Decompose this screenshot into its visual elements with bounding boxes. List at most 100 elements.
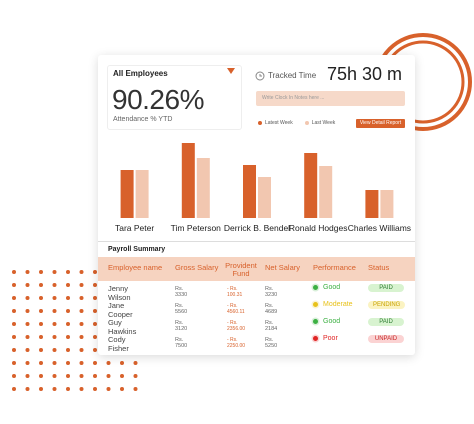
dot — [66, 283, 70, 287]
dot — [79, 361, 84, 365]
header-cell: Provident Fund — [225, 261, 257, 278]
bar-chart: Tara Peter Tim Peterson Derrick B. BendelR… — [115, 143, 411, 233]
dot — [52, 270, 57, 274]
dot — [12, 309, 16, 313]
dot — [12, 374, 16, 378]
notes-input[interactable] — [256, 91, 405, 106]
dot — [25, 309, 30, 313]
bar — [304, 153, 318, 218]
attendance-box — [107, 65, 242, 130]
employee-name: Guy Hawkins — [108, 318, 137, 336]
dot — [106, 374, 111, 378]
dot — [12, 361, 16, 365]
x-tick-label: Derrick B. Bendel — [224, 223, 290, 233]
performance: Moderate — [323, 301, 353, 308]
gross-salary: Rs. 7500 — [175, 337, 188, 349]
dot — [93, 296, 97, 300]
dot — [66, 309, 70, 313]
bar — [365, 190, 379, 218]
table-header-bg — [98, 257, 415, 281]
x-tick-label: Tim Peterson — [171, 223, 222, 233]
attendance-value: 90.26% — [112, 84, 204, 115]
dropdown-arrow[interactable] — [227, 68, 235, 74]
performance: Poor — [323, 335, 338, 342]
dot — [25, 335, 30, 339]
provident-fund: - Rs. 4560.11 — [227, 303, 245, 315]
dot — [39, 374, 43, 378]
dot — [120, 374, 124, 378]
dot — [66, 374, 70, 378]
dot — [79, 270, 84, 274]
legend: Latest Week Last Week — [258, 120, 347, 127]
header-cell: Net Salary — [265, 263, 301, 272]
dot — [120, 361, 124, 365]
gross-salary: Rs. 3330 — [175, 286, 188, 298]
header-cell: Status — [368, 263, 390, 272]
dot — [25, 348, 30, 352]
status-badge: PENDING — [368, 301, 406, 309]
dot — [93, 309, 97, 313]
dot — [12, 270, 16, 274]
dot — [52, 387, 57, 391]
dot — [52, 283, 57, 287]
net-salary: Rs. 3230 — [265, 286, 278, 298]
dot — [12, 348, 16, 352]
dot — [79, 296, 84, 300]
performance: Good — [323, 284, 341, 291]
dot — [66, 335, 70, 339]
dot — [93, 361, 97, 365]
dot — [52, 335, 57, 339]
bar — [181, 143, 195, 218]
dot — [93, 348, 97, 352]
net-salary: Rs. 4689 — [265, 303, 278, 315]
notes-placeholder: Write Clock In Notes here ... — [262, 95, 325, 101]
dot — [106, 387, 111, 391]
dot — [133, 361, 138, 365]
legend-swatch — [304, 121, 309, 125]
dot — [79, 322, 84, 326]
dot — [52, 296, 57, 300]
dot — [79, 348, 84, 352]
clock-icon — [255, 71, 265, 81]
dot — [39, 270, 43, 274]
dot — [79, 335, 84, 339]
dropdown[interactable]: All Employees — [113, 69, 168, 78]
bar — [243, 165, 256, 218]
header-cell: Performance — [313, 263, 356, 272]
detail-button[interactable]: View Detail Report — [356, 119, 405, 128]
dot — [93, 387, 97, 391]
dot — [79, 283, 84, 287]
bar — [196, 158, 210, 218]
dot — [25, 322, 30, 326]
legend-label: Last Week — [311, 120, 336, 126]
legend-item: Last Week — [304, 120, 336, 126]
dot — [79, 309, 84, 313]
dot — [66, 361, 70, 365]
status-badge: PAID — [368, 318, 404, 326]
bar — [380, 190, 394, 218]
dot — [12, 335, 16, 339]
dot — [12, 283, 16, 287]
dot — [39, 283, 43, 287]
x-tick-label: Charles Williams — [348, 223, 411, 233]
dot — [52, 309, 57, 313]
dot — [39, 296, 43, 300]
dot — [12, 296, 16, 300]
dot — [39, 361, 43, 365]
dot — [39, 387, 43, 391]
header-cell: Employee name — [108, 263, 163, 272]
dot — [133, 374, 138, 378]
bar — [258, 177, 271, 218]
dot — [93, 270, 97, 274]
dot — [25, 361, 30, 365]
dot — [25, 270, 30, 274]
tracked-label: Tracked Time — [268, 71, 317, 80]
status-badge: PAID — [368, 284, 404, 292]
divider — [98, 241, 415, 242]
bar — [319, 166, 333, 218]
performance-dot — [313, 285, 318, 290]
dot — [93, 374, 97, 378]
dot — [25, 283, 30, 287]
dot — [120, 387, 124, 391]
